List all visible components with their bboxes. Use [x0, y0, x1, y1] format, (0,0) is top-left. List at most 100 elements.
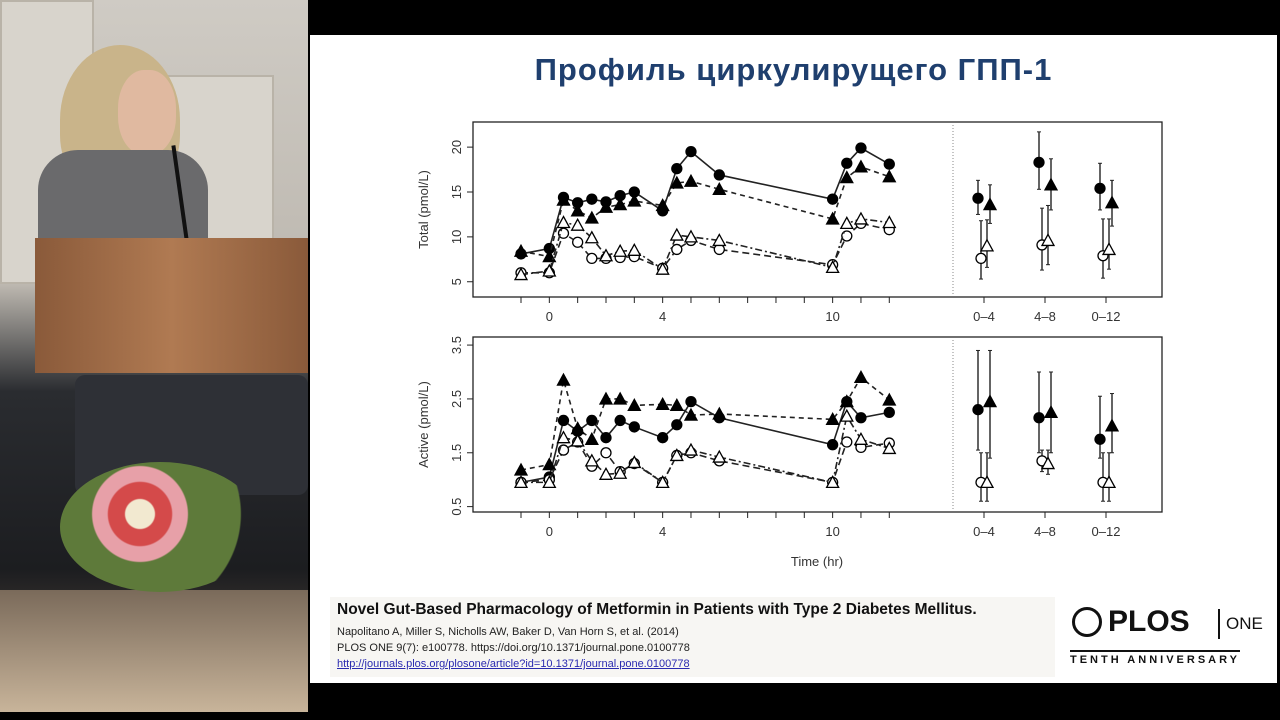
group-label: 0–4 [973, 524, 995, 539]
data-point-filled-triangle [513, 243, 529, 257]
data-point-filled-triangle [513, 462, 529, 476]
series-line-open-triangle [521, 414, 890, 484]
data-point-filled-triangle [669, 398, 684, 412]
summary-point-filled-triangle [1104, 418, 1120, 432]
series-line-open-triangle [520, 218, 890, 276]
summary-point-filled-triangle [1104, 195, 1120, 209]
data-point-open-circle [671, 243, 683, 256]
data-point-filled-circle [841, 157, 853, 169]
x-axis-title: Time (hr) [791, 554, 843, 569]
data-point-filled-triangle [613, 391, 628, 405]
data-point-open-triangle [839, 216, 854, 230]
data-point-filled-circle [671, 419, 683, 431]
x-tick-label: 10 [825, 524, 839, 539]
speaker-face [118, 70, 176, 155]
citation-journal: PLOS ONE 9(7): e100778. https://doi.org/… [337, 642, 690, 654]
y-axis-title: Total (pmol/L) [416, 170, 431, 249]
group-label: 0–4 [973, 309, 995, 324]
data-point-open-triangle [542, 475, 557, 489]
y-tick-label: 1.5 [449, 444, 464, 462]
summary-point-open-triangle [1040, 456, 1056, 470]
data-point-filled-triangle [853, 159, 869, 173]
data-point-open-triangle [683, 229, 699, 243]
table [0, 590, 308, 712]
flower-bouquet [60, 462, 260, 592]
data-point-open-triangle [655, 475, 670, 489]
data-point-open-triangle [627, 455, 642, 469]
data-point-filled-triangle [584, 210, 599, 224]
data-point-filled-triangle [853, 370, 869, 384]
citation-authors: Napolitano A, Miller S, Nicholls AW, Bak… [337, 626, 679, 638]
data-point-open-triangle [570, 217, 585, 231]
data-point-filled-circle [557, 414, 570, 427]
summary-point-open-triangle [1101, 475, 1117, 489]
y-tick-label: 15 [449, 185, 464, 199]
data-point-filled-triangle [598, 391, 614, 405]
presentation-slide [310, 35, 1277, 683]
data-point-filled-circle [883, 406, 895, 419]
data-point-open-triangle [712, 449, 727, 463]
data-point-open-triangle [853, 431, 869, 445]
data-point-open-triangle [598, 248, 614, 262]
group-label: 0–12 [1092, 309, 1121, 324]
summary-point-filled-triangle [1043, 405, 1059, 419]
data-point-filled-triangle [669, 175, 684, 189]
data-point-open-triangle [613, 243, 628, 257]
slide-title: Профиль циркулирущего ГПП-1 [534, 52, 1053, 87]
y-tick-label: 20 [449, 140, 464, 154]
data-point-open-triangle [598, 466, 614, 480]
plot-frame [472, 121, 1163, 298]
plos-globe-icon [1072, 607, 1102, 637]
data-point-filled-circle [826, 439, 839, 451]
data-point-open-triangle [669, 448, 684, 462]
x-tick-label: 0 [546, 309, 553, 324]
data-point-filled-triangle [542, 457, 557, 471]
data-point-open-triangle [513, 267, 529, 281]
summary-point-filled-circle [1033, 412, 1045, 424]
data-point-filled-circle [586, 414, 598, 427]
summary-point-filled-triangle [982, 197, 998, 211]
data-point-open-triangle [669, 227, 684, 241]
data-point-filled-triangle [570, 421, 585, 435]
y-tick-label: 10 [449, 230, 464, 244]
group-label: 4–8 [1034, 524, 1056, 539]
series-line-filled-circle [520, 147, 890, 255]
data-point-filled-triangle [882, 392, 897, 406]
data-point-filled-circle [883, 158, 895, 170]
data-point-filled-circle [628, 421, 640, 433]
group-label: 0–12 [1092, 524, 1121, 539]
data-point-filled-circle [657, 432, 669, 444]
data-point-filled-circle [855, 142, 867, 154]
data-point-filled-triangle [825, 412, 840, 426]
summary-point-open-circle [975, 252, 987, 265]
chart-panel-active: 0.5 1.5 2.5 3.5 Active (pmol/L) 0 4 10 0–4 4–8 0–1… [416, 336, 1163, 569]
data-point-open-triangle [839, 408, 854, 422]
data-point-open-triangle [655, 261, 670, 275]
data-point-filled-triangle [683, 173, 699, 187]
data-point-open-triangle [882, 215, 897, 229]
podium [35, 238, 308, 373]
data-point-filled-triangle [655, 198, 670, 212]
data-point-filled-triangle [613, 197, 628, 211]
data-point-filled-triangle [825, 211, 840, 225]
data-point-filled-triangle [839, 394, 854, 408]
data-point-filled-triangle [556, 372, 571, 386]
data-point-filled-circle [826, 193, 839, 205]
x-tick-label: 0 [546, 524, 553, 539]
data-point-filled-circle [855, 412, 867, 424]
data-point-open-triangle [627, 242, 642, 256]
citation-link[interactable]: http://journals.plos.org/plosone/article… [337, 658, 690, 670]
data-point-filled-circle [685, 395, 697, 408]
logo-tagline: TENTH ANNIVERSARY [1070, 650, 1240, 666]
summary-point-filled-circle [1094, 433, 1106, 445]
logo-sub: ONE [1226, 614, 1263, 633]
data-point-open-triangle [825, 475, 840, 489]
y-tick-label: 0.5 [449, 498, 464, 516]
series-line-filled-triangle [520, 165, 890, 258]
data-point-open-triangle [570, 433, 585, 447]
y-tick-label: 3.5 [449, 336, 464, 354]
data-point-filled-triangle [627, 193, 642, 207]
data-point-open-triangle [882, 441, 897, 455]
data-point-filled-triangle [627, 398, 642, 412]
y-tick-label: 5 [449, 278, 464, 285]
